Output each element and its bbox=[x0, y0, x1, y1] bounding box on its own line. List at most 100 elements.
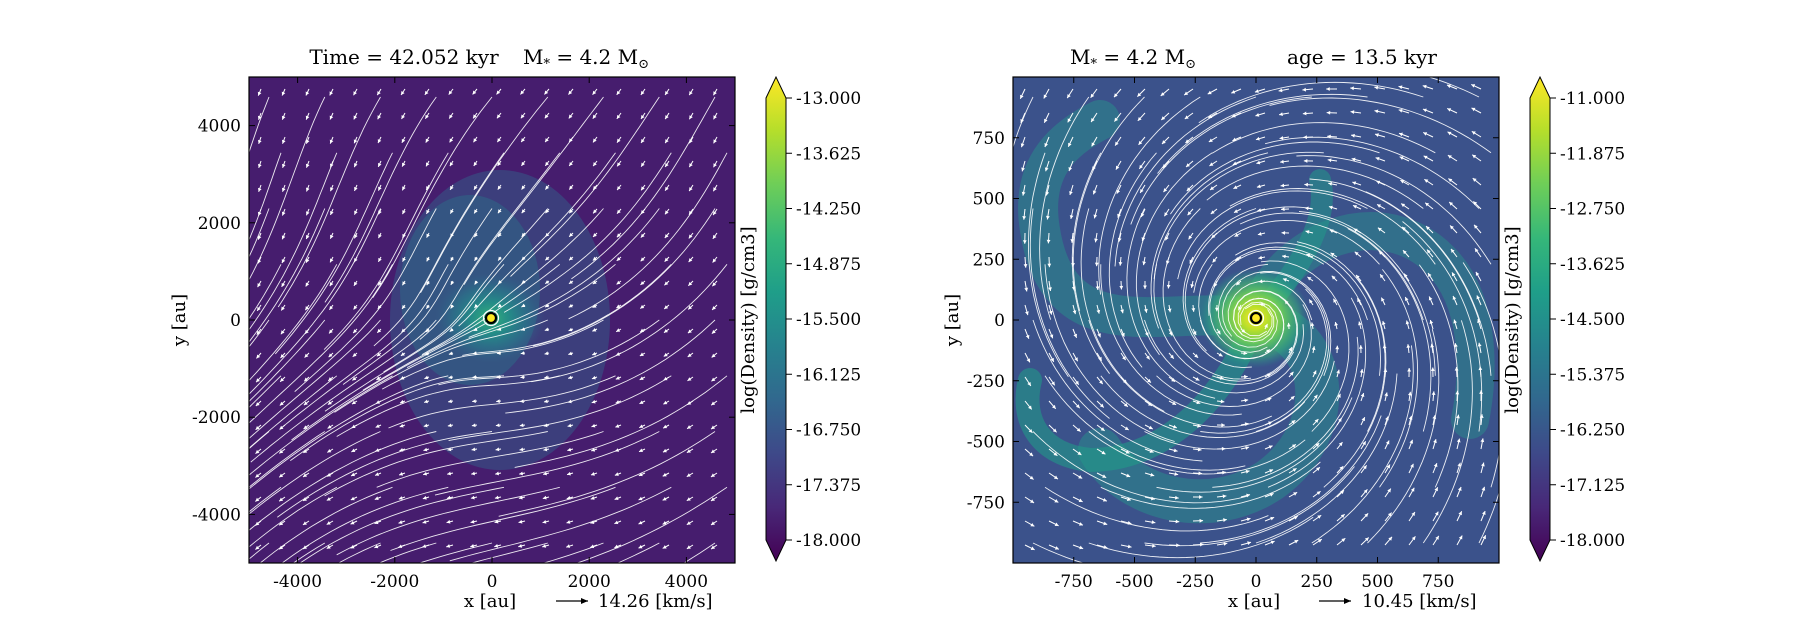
velocity-arrow bbox=[1233, 184, 1242, 190]
velocity-arrow bbox=[615, 328, 622, 333]
panel-2-colorbar-bar bbox=[1529, 75, 1551, 563]
streamline bbox=[1098, 96, 1201, 295]
velocity-arrow bbox=[1332, 298, 1338, 306]
velocity-arrow bbox=[687, 400, 694, 406]
streamline bbox=[1418, 264, 1459, 488]
velocity-arrow bbox=[1350, 110, 1362, 114]
velocity-arrow bbox=[592, 112, 598, 119]
velocity-arrow bbox=[1383, 368, 1388, 378]
velocity-arrow bbox=[686, 448, 694, 454]
velocity-arrow bbox=[1336, 537, 1346, 546]
velocity-arrow bbox=[1312, 490, 1321, 498]
velocity-arrow bbox=[1312, 466, 1321, 474]
velocity-arrow bbox=[1137, 88, 1146, 97]
velocity-arrow bbox=[544, 88, 550, 95]
streamline bbox=[1462, 262, 1499, 488]
velocity-arrow bbox=[664, 88, 670, 96]
velocity-arrow bbox=[1240, 541, 1252, 546]
colorbar-tick-label: -12.750 bbox=[1560, 200, 1625, 220]
velocity-arrow bbox=[497, 160, 502, 167]
velocity-arrow bbox=[1330, 252, 1338, 258]
velocity-arrow bbox=[376, 376, 382, 381]
velocity-arrow bbox=[1378, 250, 1386, 258]
velocity-arrow bbox=[353, 88, 358, 96]
velocity-arrow bbox=[568, 208, 574, 214]
velocity-arrow bbox=[330, 184, 334, 192]
streamline bbox=[1135, 152, 1213, 356]
streamline bbox=[249, 375, 338, 449]
velocity-arrow bbox=[425, 304, 430, 310]
velocity-arrow bbox=[1352, 181, 1362, 186]
velocity-arrow bbox=[255, 496, 262, 502]
velocity-arrow bbox=[1328, 205, 1338, 210]
velocity-arrow bbox=[1306, 253, 1314, 258]
velocity-arrow bbox=[473, 208, 478, 214]
y-tick-label: -750 bbox=[967, 493, 1005, 513]
velocity-arrow bbox=[447, 471, 454, 476]
velocity-arrow bbox=[1471, 130, 1482, 138]
velocity-arrow bbox=[520, 88, 526, 95]
velocity-arrow bbox=[473, 232, 478, 238]
velocity-arrow bbox=[1312, 514, 1322, 522]
velocity-arrow bbox=[1402, 249, 1410, 258]
velocity-arrow bbox=[712, 208, 718, 216]
velocity-arrow bbox=[1288, 539, 1299, 546]
velocity-arrow bbox=[521, 232, 526, 238]
streamline bbox=[1309, 178, 1480, 321]
streamline bbox=[434, 431, 660, 496]
velocity-arrow bbox=[710, 472, 718, 478]
velocity-arrow bbox=[448, 399, 454, 404]
velocity-arrow bbox=[400, 352, 406, 357]
velocity-arrow bbox=[1308, 299, 1314, 306]
velocity-arrow bbox=[640, 160, 646, 167]
velocity-arrow bbox=[1232, 136, 1242, 142]
velocity-arrow bbox=[688, 208, 694, 216]
velocity-arrow bbox=[1257, 208, 1266, 212]
velocity-arrow bbox=[496, 112, 502, 119]
velocity-arrow bbox=[614, 448, 622, 452]
velocity-arrow bbox=[1307, 276, 1314, 282]
velocity-arrow bbox=[496, 88, 502, 95]
velocity-arrow bbox=[521, 303, 526, 308]
velocity-arrow bbox=[449, 327, 454, 333]
colorbar-tick-label: -15.375 bbox=[1560, 365, 1625, 385]
velocity-arrow bbox=[1401, 226, 1410, 234]
streamline bbox=[510, 96, 660, 277]
velocity-arrow bbox=[1120, 544, 1132, 549]
velocity-arrow bbox=[1024, 304, 1029, 316]
streamline bbox=[1144, 360, 1335, 450]
streamline bbox=[568, 152, 728, 320]
velocity-arrow bbox=[302, 472, 310, 478]
velocity-arrow bbox=[471, 423, 478, 428]
streamline bbox=[1153, 151, 1324, 279]
colorbar-tick-label: -14.875 bbox=[796, 255, 861, 275]
velocity-arrow bbox=[278, 496, 286, 502]
velocity-arrow bbox=[354, 184, 358, 192]
velocity-arrow bbox=[616, 232, 622, 238]
velocity-arrow bbox=[1408, 463, 1414, 474]
streamline bbox=[1144, 466, 1355, 547]
velocity-arrow bbox=[1046, 232, 1051, 244]
velocity-arrow bbox=[566, 520, 574, 524]
velocity-arrow bbox=[615, 376, 622, 380]
streamline bbox=[1088, 319, 1273, 428]
velocity-arrow bbox=[1302, 87, 1314, 92]
velocity-arrow bbox=[1256, 160, 1266, 165]
velocity-arrow bbox=[257, 136, 262, 144]
velocity-arrow bbox=[1070, 232, 1075, 243]
velocity-arrow bbox=[1408, 415, 1413, 426]
velocity-arrow bbox=[1072, 424, 1081, 432]
velocity-arrow bbox=[567, 375, 574, 380]
velocity-arrow bbox=[687, 304, 694, 310]
y-tick-label: -2000 bbox=[192, 408, 241, 428]
panel-1-colorbar: -13.000 -13.625 -14.250 -14.875 -15.500 -16.1… bbox=[738, 75, 861, 563]
velocity-arrow bbox=[1094, 256, 1099, 267]
streamline bbox=[470, 542, 548, 563]
velocity-arrow bbox=[329, 88, 334, 96]
velocity-arrow bbox=[688, 232, 694, 239]
velocity-arrow bbox=[1360, 465, 1368, 474]
velocity-arrow bbox=[1067, 112, 1074, 123]
velocity-arrow bbox=[616, 88, 622, 96]
streamline bbox=[448, 375, 672, 442]
velocity-arrow bbox=[1456, 414, 1460, 426]
